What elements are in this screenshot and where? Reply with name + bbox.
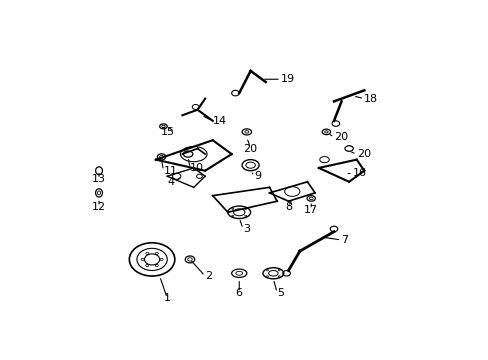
Text: 7: 7 <box>341 235 348 245</box>
Text: 15: 15 <box>161 127 175 137</box>
Text: 8: 8 <box>285 202 291 212</box>
Text: 2: 2 <box>205 271 212 281</box>
Text: 11: 11 <box>163 166 177 176</box>
Text: 10: 10 <box>189 163 203 173</box>
Text: 4: 4 <box>167 177 175 187</box>
Text: 20: 20 <box>356 149 370 159</box>
Text: 1: 1 <box>163 293 170 303</box>
Text: 12: 12 <box>92 202 106 212</box>
Text: 3: 3 <box>243 224 249 234</box>
Text: 20: 20 <box>333 132 347 143</box>
Text: 9: 9 <box>254 171 261 181</box>
Text: 20: 20 <box>243 144 257 153</box>
Text: 18: 18 <box>364 94 378 104</box>
Text: 14: 14 <box>212 116 226 126</box>
Text: 16: 16 <box>352 168 366 179</box>
Text: 6: 6 <box>235 288 242 298</box>
Text: 19: 19 <box>280 74 294 84</box>
Text: 13: 13 <box>92 174 106 184</box>
Text: 5: 5 <box>277 288 284 298</box>
Text: 17: 17 <box>304 204 318 215</box>
